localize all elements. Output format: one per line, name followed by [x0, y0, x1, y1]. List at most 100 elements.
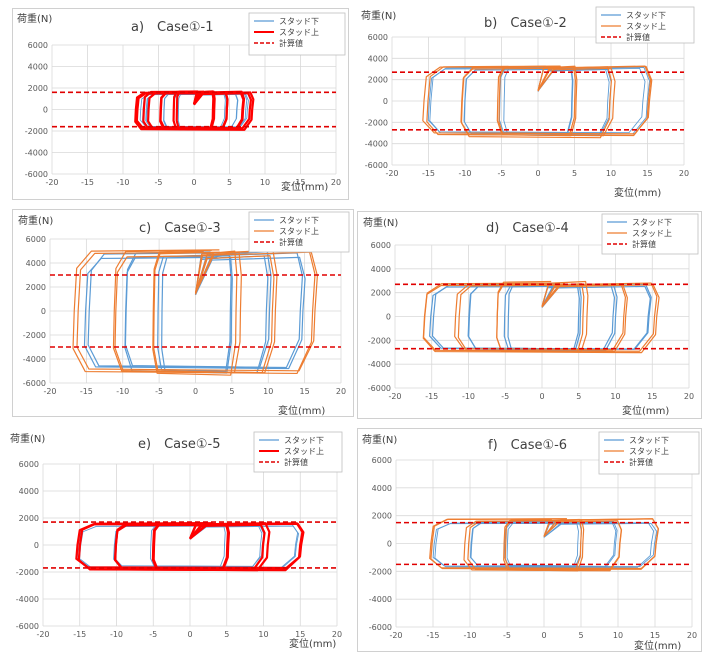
- y-tick-label: 6000: [26, 235, 46, 244]
- x-tick-label: -15: [73, 630, 86, 639]
- x-tick-label: -20: [45, 178, 58, 187]
- chart-title: d) Case①-4: [486, 221, 569, 236]
- legend-label: 計算値: [284, 457, 308, 467]
- series-upper: [422, 280, 660, 354]
- legend-box: [598, 431, 700, 475]
- x-tick-label: -5: [498, 169, 506, 178]
- x-tick-label: -10: [462, 392, 475, 401]
- y-tick-label: -4000: [25, 149, 48, 158]
- x-tick-label: -10: [463, 631, 476, 640]
- loop-cycle: [124, 251, 272, 368]
- loop-cycle: [79, 525, 300, 569]
- y-tick-label: -6000: [368, 384, 391, 393]
- loop-cycle: [76, 251, 318, 372]
- loop-cycle: [135, 92, 253, 130]
- loop-cycle: [496, 66, 577, 135]
- y-tick-label: 0: [386, 313, 391, 322]
- y-tick-label: 6000: [28, 41, 48, 50]
- y-tick-label: -2000: [365, 118, 388, 127]
- chart-title: c) Case①-3: [139, 221, 221, 236]
- x-tick-label: -5: [149, 630, 157, 639]
- x-tick-label: -20: [389, 631, 402, 640]
- x-tick-label: 5: [227, 178, 232, 187]
- x-tick-label: 20: [336, 387, 346, 396]
- legend-label: スタッド下: [279, 17, 319, 26]
- chart-panel-b: -6000 -4000 -2000 0 2000 4000 6000 -20 -15 -10 -5 0…: [356, 5, 700, 202]
- y-tick-label: 6000: [19, 460, 39, 469]
- x-tick-label: 0: [191, 178, 196, 187]
- legend-box: [248, 211, 350, 253]
- y-tick-label: -2000: [25, 127, 48, 136]
- x-tick-label: -5: [501, 392, 509, 401]
- x-tick-label: -5: [155, 387, 163, 396]
- x-tick-label: -10: [110, 630, 123, 639]
- x-tick-label: -20: [36, 630, 49, 639]
- y-tick-label: -2000: [23, 331, 46, 340]
- legend-label: スタッド下: [632, 218, 672, 227]
- loop-cycle: [134, 91, 255, 131]
- y-tick-label: 4000: [368, 54, 388, 63]
- loop-cycle: [504, 518, 583, 571]
- x-tick-label: -15: [422, 169, 435, 178]
- legend-label: 計算値: [279, 237, 303, 247]
- chart-c-svg: -6000 -4000 -2000 0 2000 4000 6000 -20 -15 -10 -5 0…: [18, 211, 350, 417]
- y-tick-label: 2000: [26, 283, 46, 292]
- chart-b-svg: -6000 -4000 -2000 0 2000 4000 6000 -20 -15 -10 -5 0…: [361, 6, 695, 199]
- y-tick-label: 4000: [372, 484, 392, 493]
- legend-box: [248, 12, 346, 56]
- legend-label: 計算値: [626, 32, 650, 42]
- x-tick-label: 10: [610, 392, 620, 401]
- x-tick-label: 10: [613, 631, 623, 640]
- x-tick-label: 0: [193, 387, 198, 396]
- chart-title: a) Case①-1: [131, 20, 213, 35]
- loop-cycle: [432, 522, 658, 568]
- legend-label: スタッド上: [626, 22, 666, 31]
- y-tick-label: -4000: [368, 360, 391, 369]
- y-tick-label: -4000: [16, 595, 39, 604]
- x-tick-label: 5: [572, 169, 577, 178]
- y-axis-label: 荷重(N): [17, 12, 52, 25]
- x-tick-label: -10: [116, 387, 129, 396]
- loop-cycle: [467, 520, 622, 571]
- y-tick-label: 2000: [368, 76, 388, 85]
- x-tick-label: 0: [535, 169, 540, 178]
- legend-label: スタッド上: [279, 227, 319, 236]
- x-tick-label: 10: [260, 178, 270, 187]
- legend-label: スタッド上: [629, 447, 669, 456]
- y-tick-label: -2000: [368, 336, 391, 345]
- loop-cycle: [460, 66, 612, 139]
- y-tick-label: 2000: [19, 514, 39, 523]
- x-tick-label: 20: [687, 631, 697, 640]
- chart-d-grid: [394, 244, 690, 389]
- chart-a-svg: -6000 -4000 -2000 0 2000 4000 6000 -20 -15 -10 -5 0…: [17, 12, 346, 193]
- legend-label: スタッド下: [629, 436, 669, 445]
- y-tick-label: 2000: [28, 84, 48, 93]
- x-tick-label: 20: [332, 630, 342, 639]
- x-tick-label: -15: [426, 631, 439, 640]
- x-tick-label: -20: [385, 169, 398, 178]
- x-tick-label: 5: [576, 392, 581, 401]
- x-tick-label: 10: [258, 630, 268, 639]
- x-tick-label: 15: [642, 169, 652, 178]
- y-tick-label: 4000: [371, 265, 391, 274]
- y-tick-label: -4000: [365, 140, 388, 149]
- x-tick-label: 5: [224, 630, 229, 639]
- chart-title: e) Case①-5: [138, 437, 221, 452]
- x-tick-label: 15: [650, 631, 660, 640]
- x-tick-label: 20: [331, 178, 341, 187]
- chart-panel-f: -6000 -4000 -2000 0 2000 4000 6000 -20 -15 -10 -5 0…: [357, 428, 702, 652]
- loop-cycle: [72, 249, 316, 375]
- loop-cycle: [422, 65, 653, 135]
- loop-cycle: [469, 522, 617, 567]
- legend-label: 計算値: [629, 457, 653, 467]
- y-tick-label: 0: [34, 541, 39, 550]
- legend-label: スタッド上: [632, 229, 672, 238]
- series-lower: [76, 523, 300, 570]
- loop-cycle: [467, 284, 616, 350]
- y-axis-label: 荷重(N): [363, 216, 398, 229]
- x-tick-label: 20: [679, 169, 689, 178]
